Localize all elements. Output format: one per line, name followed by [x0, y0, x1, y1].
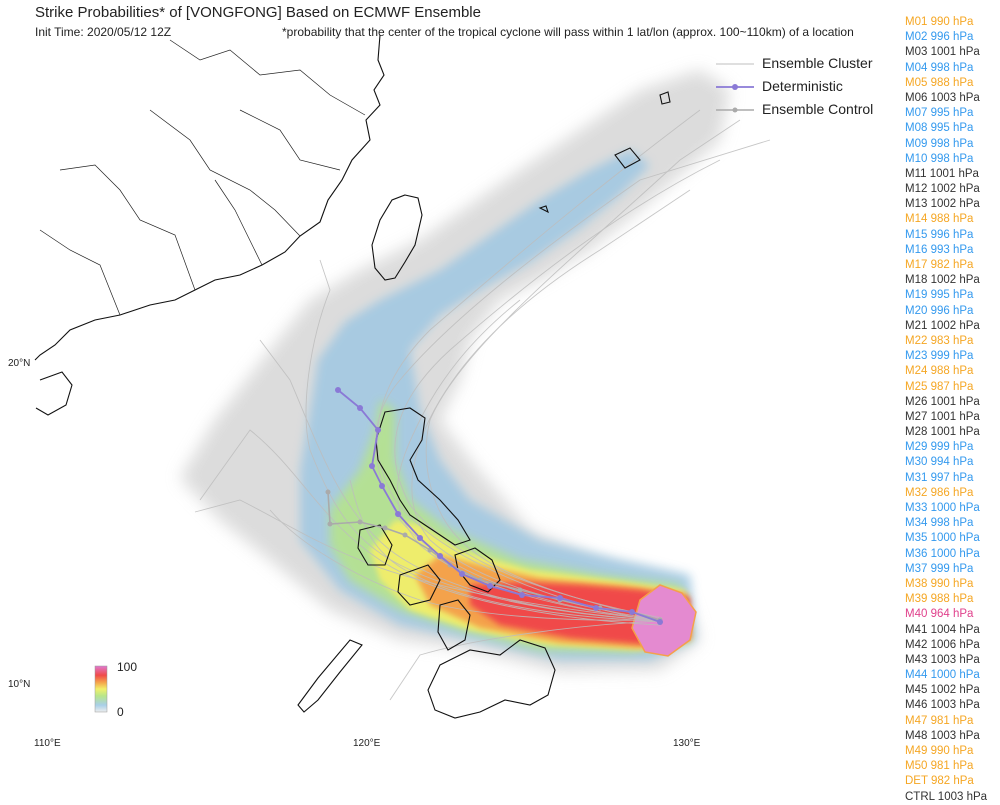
negros-cebu-coast: [437, 599, 471, 651]
cluster-line-icon: [716, 63, 754, 65]
member-entry: M20 996 hPa: [905, 304, 974, 317]
mindoro-coast: [357, 524, 393, 566]
member-entry: M44 1000 hPa: [905, 669, 980, 682]
member-entry: M07 995 hPa: [905, 107, 974, 120]
member-entry: M34 998 hPa: [905, 517, 974, 530]
legend-item-deterministic: Deterministic: [716, 75, 873, 98]
map-title: Strike Probabilities* of [VONGFONG] Base…: [35, 4, 481, 21]
palawan-coast: [297, 639, 363, 713]
member-pressure-list: M01 990 hPa M02 996 hPa M03 1001 hPa M04 99…: [905, 15, 987, 805]
init-time: Init Time: 2020/05/12 12Z: [35, 25, 172, 39]
member-entry: M16 993 hPa: [905, 243, 974, 256]
legend-item-control: Ensemble Control: [716, 98, 873, 121]
colorbar-min-label: 0: [117, 705, 124, 719]
member-entry: M08 995 hPa: [905, 122, 974, 135]
member-entry: M17 982 hPa: [905, 259, 974, 271]
member-entry: M19 995 hPa: [905, 289, 974, 302]
legend-label-cluster: Ensemble Cluster: [762, 55, 873, 71]
mindanao-coast: [427, 639, 556, 719]
panay-coast: [397, 564, 441, 606]
china-coast: [34, 34, 385, 361]
member-entry: M13 1002 hPa: [905, 198, 980, 211]
member-entry: M45 1002 hPa: [905, 684, 980, 697]
member-entry: M38 990 hPa: [905, 577, 974, 590]
member-entry: M43 1003 hPa: [905, 653, 980, 666]
member-entry: M50 981 hPa: [905, 760, 974, 773]
member-entry: M01 990 hPa: [905, 16, 974, 28]
ryukyu-islands: [538, 91, 671, 214]
member-entry: M11 1001 hPa: [905, 167, 979, 180]
track-legend: Ensemble Cluster Deterministic Ensemble …: [716, 52, 873, 121]
member-entry: M12 1002 hPa: [905, 183, 980, 196]
member-entry: M09 998 hPa: [905, 137, 974, 150]
member-entry: M41 1004 hPa: [905, 623, 980, 636]
member-entry: M36 1000 hPa: [905, 547, 980, 560]
member-entry: M27 1001 hPa: [905, 410, 980, 423]
member-entry: M35 1000 hPa: [905, 532, 980, 545]
member-entry: DET 982 hPa: [905, 775, 974, 788]
colorbar: [94, 665, 108, 713]
member-entry: M03 1001 hPa: [905, 46, 980, 59]
footnote: *probability that the center of the trop…: [282, 25, 854, 39]
control-line-icon: [716, 107, 754, 113]
luzon-coast: [375, 407, 471, 546]
lon-label-130e: 130°E: [673, 738, 701, 749]
probability-max-core: [631, 584, 697, 657]
member-entry: M40 964 hPa: [905, 608, 974, 621]
member-entry: M29 999 hPa: [905, 441, 974, 454]
member-entry: M25 987 hPa: [905, 380, 974, 393]
member-entry: M28 1001 hPa: [905, 426, 980, 439]
member-entry: M24 988 hPa: [905, 365, 974, 378]
member-entry: M47 981 hPa: [905, 714, 974, 727]
lon-label-110e: 110°E: [34, 738, 61, 749]
colorbar-max-label: 100: [117, 660, 138, 674]
member-entry: M49 990 hPa: [905, 745, 974, 757]
taiwan-coast: [371, 194, 423, 281]
member-entry: M32 986 hPa: [905, 486, 974, 499]
member-entry: M10 998 hPa: [905, 152, 974, 165]
deterministic-track: [335, 387, 663, 625]
member-entry: M02 996 hPa: [905, 31, 974, 44]
member-entry: M15 996 hPa: [905, 228, 974, 241]
legend-label-deterministic: Deterministic: [762, 78, 843, 94]
member-entry: M48 1003 hPa: [905, 729, 980, 742]
member-entry: M30 994 hPa: [905, 456, 974, 469]
member-entry: CTRL 1003 hPa: [905, 790, 988, 803]
member-entry: M04 998 hPa: [905, 61, 974, 74]
member-entry: M39 988 hPa: [905, 593, 974, 606]
hainan-coast: [35, 371, 73, 416]
legend-item-cluster: Ensemble Cluster: [716, 52, 873, 75]
member-entry: M14 988 hPa: [905, 213, 974, 226]
coastlines: [34, 34, 671, 719]
member-entry: M23 999 hPa: [905, 350, 974, 363]
member-entry: M31 997 hPa: [905, 471, 974, 484]
member-entry: M37 999 hPa: [905, 562, 974, 575]
member-entry: M42 1006 hPa: [905, 638, 980, 651]
deterministic-line-icon: [716, 84, 754, 90]
lon-label-120e: 120°E: [353, 738, 381, 749]
member-entry: M18 1002 hPa: [905, 274, 980, 287]
member-entry: M26 1001 hPa: [905, 395, 980, 408]
lat-label-10n: 10°N: [8, 679, 31, 690]
member-entry: M46 1003 hPa: [905, 699, 980, 712]
legend-label-control: Ensemble Control: [762, 101, 874, 117]
member-entry: M05 988 hPa: [905, 76, 974, 89]
member-entry: M06 1003 hPa: [905, 91, 980, 104]
map-canvas: [34, 34, 771, 719]
member-entry: M21 1002 hPa: [905, 319, 980, 332]
member-entry: M33 1000 hPa: [905, 502, 980, 514]
lat-label-20n: 20°N: [8, 358, 31, 369]
province-borders: [39, 39, 366, 316]
member-entry: M22 983 hPa: [905, 334, 974, 347]
